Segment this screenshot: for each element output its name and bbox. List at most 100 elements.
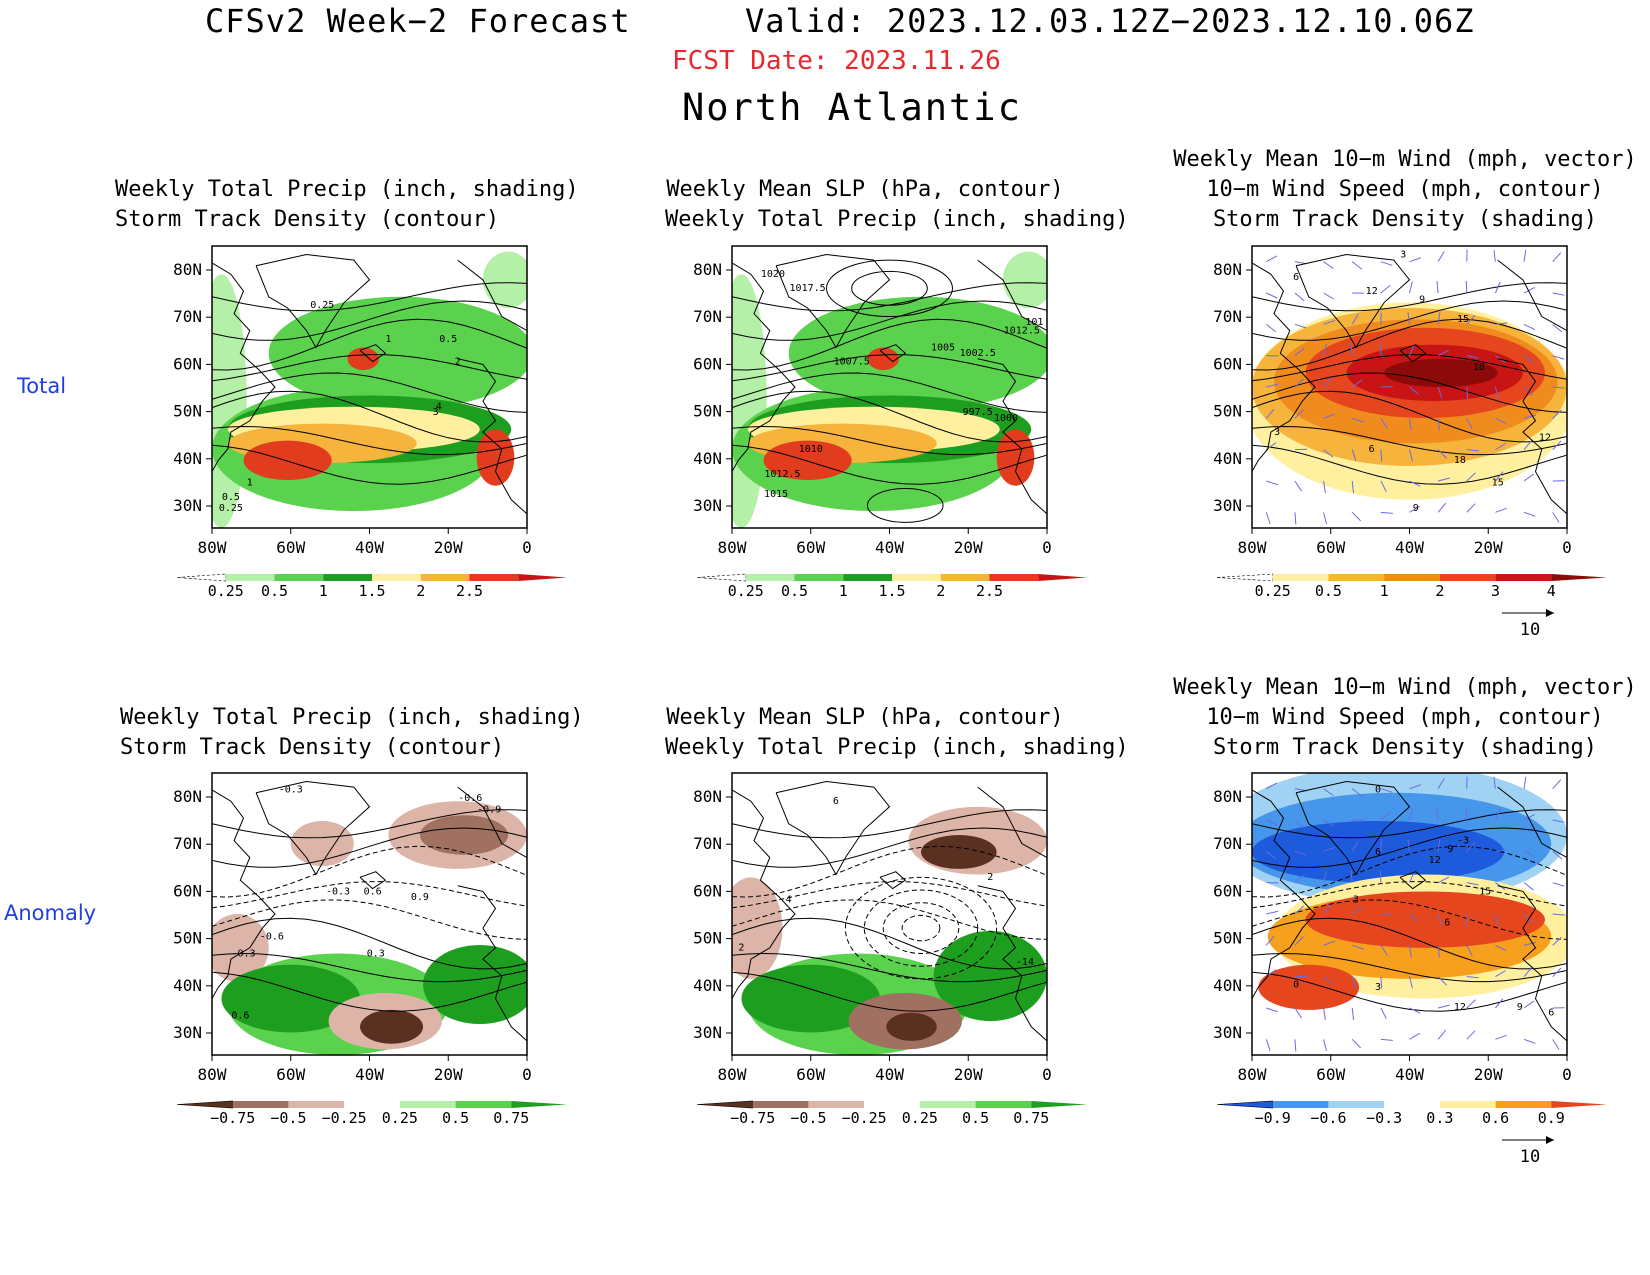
shading-blob <box>360 1009 424 1044</box>
contour-line <box>844 876 998 980</box>
wind-vector <box>1523 287 1535 294</box>
lat-tick-label: 70N <box>173 307 202 326</box>
lat-tick-label: 60N <box>173 881 202 900</box>
wind-vector <box>1323 870 1327 883</box>
colorbar-segment <box>794 574 844 581</box>
wind-vector <box>1351 1038 1361 1049</box>
colorbar-label: 0.6 <box>1482 1109 1509 1127</box>
wind-vector <box>1351 379 1363 388</box>
wind-vector <box>1352 417 1364 423</box>
wind-vector <box>1350 343 1353 356</box>
colorbar-label: −0.5 <box>790 1109 826 1127</box>
shading-blob <box>221 964 361 1033</box>
wind-vector <box>1409 1032 1421 1040</box>
wind-vector <box>1294 905 1305 915</box>
wind-vector <box>1466 386 1469 400</box>
lat-tick-label: 30N <box>1213 1023 1242 1042</box>
coastline <box>1295 780 1411 876</box>
lon-tick-label: 0 <box>1042 538 1052 557</box>
colorbar-label: 0.25 <box>208 582 244 600</box>
lat-tick-label: 40N <box>1213 449 1242 468</box>
lat-tick-label: 70N <box>693 834 722 853</box>
coastline <box>212 262 276 472</box>
wind-vector <box>1494 386 1499 399</box>
wind-vector <box>1380 480 1387 492</box>
wind-vector <box>1466 315 1476 325</box>
valid-period: Valid: 2023.12.03.12Z−2023.12.10.06Z <box>745 2 1475 40</box>
colorbar-segment <box>1495 574 1552 581</box>
wind-vector <box>1437 876 1450 884</box>
map-area: 6 4 2 2 -14 <box>732 773 1047 1055</box>
lat-tick-label: 80N <box>173 787 202 806</box>
lon-tick-label: 60W <box>796 538 825 557</box>
wind-vector <box>1552 936 1562 946</box>
title-line: Storm Track Density (shading) <box>1212 207 1598 232</box>
coastline <box>359 344 387 363</box>
contour-label: 0.9 <box>411 892 429 903</box>
map-panel-wind-anom: 0 6 -3 12 9 15 3 6 0 3 12 9 6 80N 70N 60N 50N 40N 30N 80W 60… <box>1213 772 1607 1167</box>
lat-tick-label: 80N <box>1213 787 1242 806</box>
coastline <box>457 358 527 515</box>
wind-vector <box>1323 449 1334 458</box>
wind-vector <box>1466 449 1479 452</box>
wind-vector <box>1466 418 1473 430</box>
contour-label: 6 <box>1375 847 1381 858</box>
colorbar-segment <box>892 574 941 581</box>
wind-vector <box>1437 1029 1447 1040</box>
contour-label: 997.5 <box>963 407 993 418</box>
contour-line <box>732 809 1047 839</box>
contour-label: -0.3 <box>279 785 303 796</box>
wind-vector <box>1494 913 1499 926</box>
colorbar-label: 3 <box>1491 582 1500 600</box>
colorbar-label: 0.25 <box>382 1109 418 1127</box>
wind-vector <box>1437 251 1445 262</box>
colorbar-segment <box>288 1101 345 1108</box>
wind-vector <box>1352 944 1364 950</box>
lat-tick-label: 30N <box>693 496 722 515</box>
colorbar-label: 2.5 <box>976 582 1003 600</box>
wind-vector <box>1495 417 1507 424</box>
colorbar-label: 0.5 <box>962 1109 989 1127</box>
wind-vector <box>1323 413 1335 419</box>
wind-vector <box>1552 292 1565 296</box>
wind-vector <box>1323 343 1327 356</box>
contour-line <box>732 425 1047 456</box>
wind-vector <box>1409 976 1413 989</box>
vector-reference-label: 10 <box>1520 620 1540 640</box>
contour-label: 2 <box>738 943 744 954</box>
contour-label: 9 <box>1413 503 1419 514</box>
contour-line <box>732 372 1047 413</box>
coastline <box>457 259 527 332</box>
shading-blob <box>347 347 379 371</box>
wind-vector <box>1495 507 1507 513</box>
lon-tick-label: 20W <box>954 538 983 557</box>
lat-tick-label: 50N <box>173 929 202 948</box>
shading-blob <box>741 964 881 1033</box>
wind-vector <box>1466 355 1479 359</box>
contour-label: 0 <box>1293 979 1299 990</box>
colorbar-segment <box>176 1100 234 1109</box>
wind-vector <box>1436 808 1439 821</box>
contour-line <box>212 917 527 970</box>
wind-vector <box>1409 418 1412 431</box>
wind-vector <box>1409 449 1413 462</box>
coastline <box>1497 358 1567 515</box>
wind-vector <box>1552 252 1562 263</box>
colorbar-label: 0.5 <box>261 582 288 600</box>
wind-vector <box>1323 819 1335 827</box>
wind-vector <box>1323 512 1327 525</box>
lat-tick-label: 60N <box>1213 354 1242 373</box>
lon-tick-label: 40W <box>1395 1065 1424 1084</box>
lat-tick-label: 30N <box>693 1023 722 1042</box>
shading-blob <box>290 820 354 867</box>
colorbar-segment <box>232 1101 289 1108</box>
contour-label: 6 <box>1548 1008 1554 1019</box>
lat-tick-label: 60N <box>1213 881 1242 900</box>
lon-tick-label: 80W <box>198 538 227 557</box>
wind-vector <box>1380 1038 1393 1041</box>
contour-label: 15 <box>1457 314 1469 325</box>
wind-vector <box>1466 882 1479 886</box>
wind-vector <box>1350 870 1353 883</box>
coastline <box>879 871 907 890</box>
wind-vector <box>1294 512 1297 525</box>
